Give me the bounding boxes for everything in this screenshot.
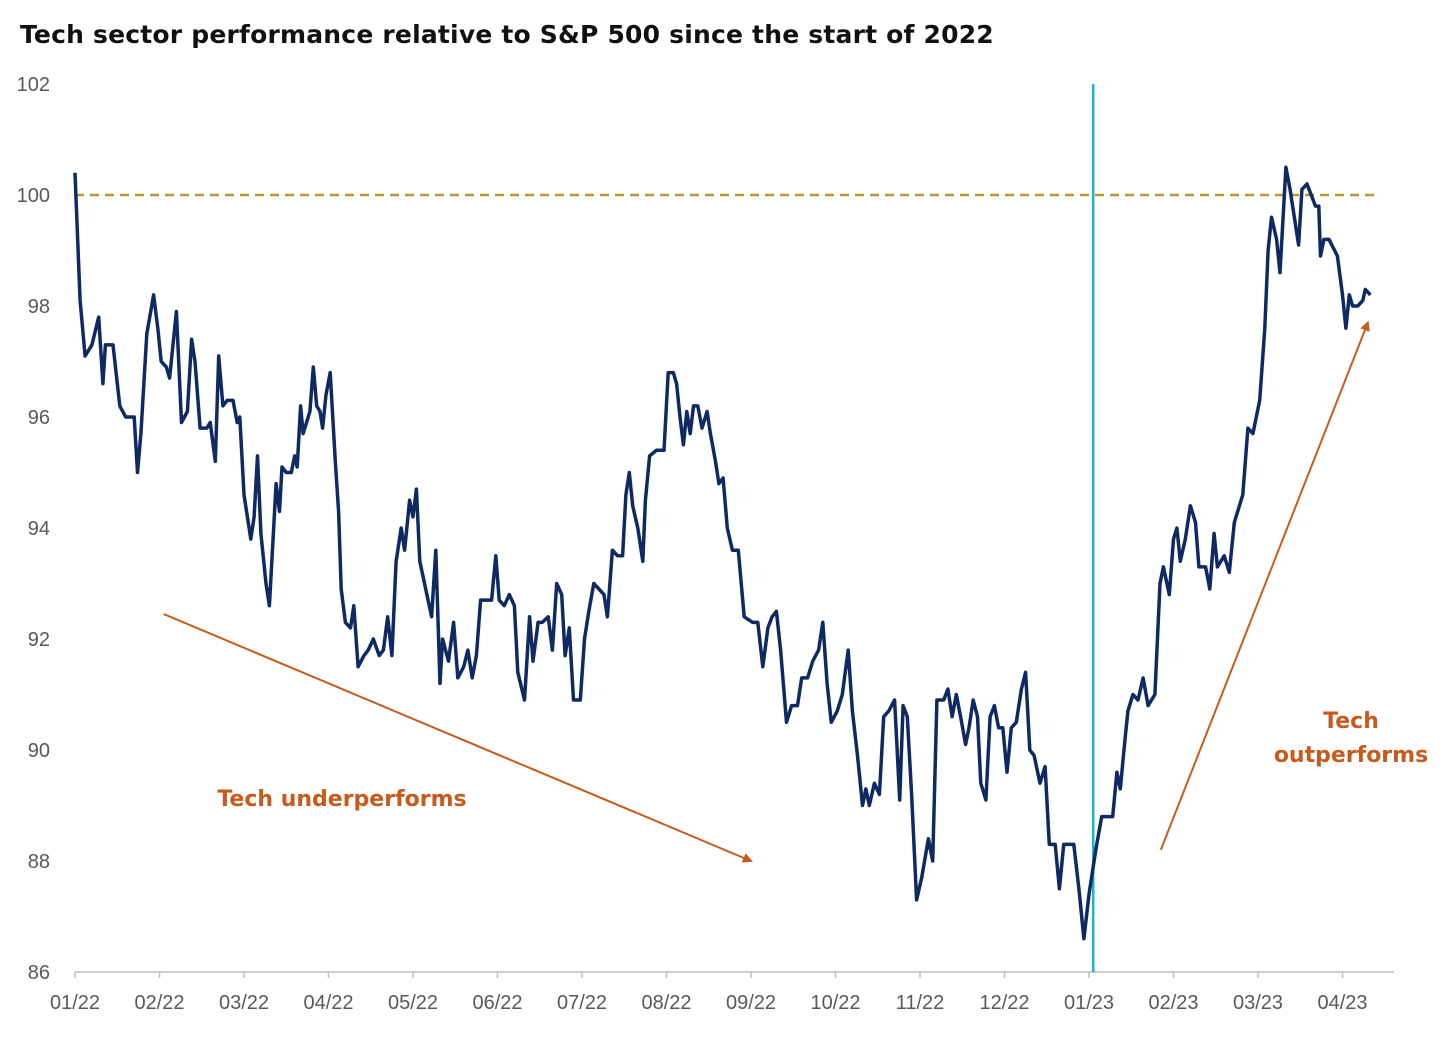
x-tick-label: 06/22 bbox=[472, 992, 522, 1014]
x-tick-label: 05/22 bbox=[388, 992, 438, 1014]
series-group bbox=[73, 165, 1372, 941]
x-tick-label: 12/22 bbox=[979, 992, 1029, 1014]
trend-arrow-up bbox=[1159, 320, 1370, 851]
x-tick-label: 10/22 bbox=[810, 992, 860, 1014]
y-tick-label: 92 bbox=[28, 629, 50, 651]
x-tick-label: 02/22 bbox=[134, 992, 184, 1014]
x-tick-label: 08/22 bbox=[641, 992, 691, 1014]
x-tick-label: 03/22 bbox=[219, 992, 269, 1014]
annotation-underperforms: Tech underperforms bbox=[217, 787, 466, 812]
y-tick-label: 102 bbox=[17, 74, 50, 96]
x-tick-label: 01/22 bbox=[50, 992, 100, 1014]
y-axis-tick-labels: 102 100 98 96 94 92 90 88 86 bbox=[17, 74, 50, 984]
trend-arrow-down bbox=[163, 613, 753, 863]
annotation-outperforms-line1: Tech bbox=[1323, 709, 1379, 734]
x-tick-label: 11/22 bbox=[896, 992, 945, 1014]
y-tick-label: 98 bbox=[28, 296, 50, 318]
trend-arrows bbox=[163, 320, 1370, 863]
y-tick-label: 88 bbox=[28, 851, 50, 873]
x-tick-label: 03/23 bbox=[1233, 992, 1283, 1014]
y-tick-label: 96 bbox=[28, 407, 50, 429]
x-axis: 01/22 02/22 03/22 04/22 05/22 06/22 07/22 08/22… bbox=[50, 971, 1394, 1014]
y-tick-label: 94 bbox=[28, 518, 50, 540]
x-tick-label: 04/22 bbox=[303, 992, 353, 1014]
x-tick-label: 07/22 bbox=[557, 992, 607, 1014]
chart-title: Tech sector performance relative to S&P … bbox=[20, 20, 994, 49]
x-tick-label: 01/23 bbox=[1064, 992, 1114, 1014]
annotation-outperforms-line2: outperforms bbox=[1274, 743, 1428, 768]
y-tick-label: 90 bbox=[28, 740, 50, 762]
x-tick-label: 09/22 bbox=[726, 992, 776, 1014]
y-tick-label: 100 bbox=[17, 185, 50, 207]
series-line-relative-performance bbox=[73, 165, 1372, 941]
x-tick-label: 04/23 bbox=[1317, 992, 1367, 1014]
y-tick-label: 86 bbox=[28, 962, 50, 984]
x-tick-label: 02/23 bbox=[1148, 992, 1198, 1014]
